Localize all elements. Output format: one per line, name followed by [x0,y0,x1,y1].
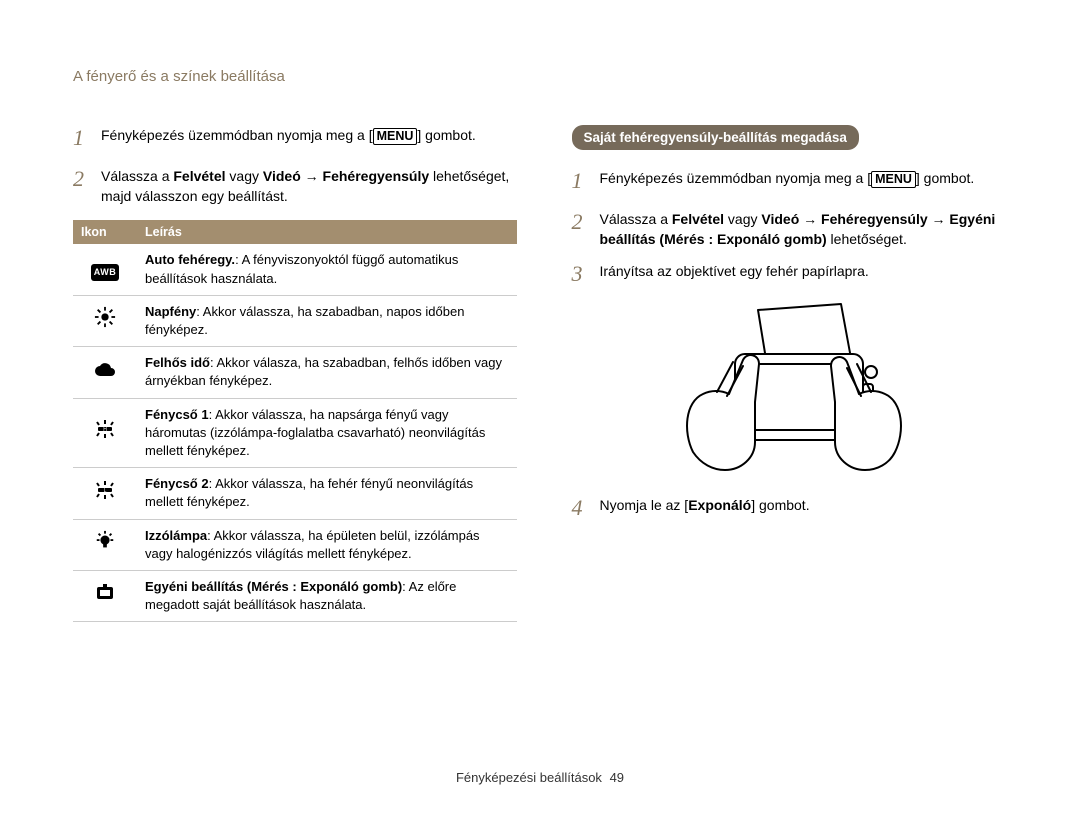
right-column: Saját fehéregyensúly-beállítás megadása … [572,125,1016,622]
step-number: 1 [73,122,101,154]
awb-icon: AWB [73,244,137,295]
step-number: 1 [572,165,600,197]
left-step-2: 2 Válassza a Felvétel vagy Videó → Fehér… [73,166,517,207]
step-text: Fényképezés üzemmódban nyomja meg a [MEN… [600,168,1016,188]
table-desc: Felhős idő: Akkor válasza, ha szabadban,… [137,347,517,398]
svg-text:H: H [103,427,107,433]
menu-button-label: MENU [871,171,916,188]
table-row: Felhős idő: Akkor válasza, ha szabadban,… [73,347,517,398]
hands-camera-icon [663,302,923,477]
table-desc: Auto fehéregy.: A fényviszonyoktól függő… [137,244,517,295]
right-step-1: 1 Fényképezés üzemmódban nyomja meg a [M… [572,168,1016,197]
fluor2-icon: L [73,468,137,519]
step-number: 2 [73,163,101,195]
step-text: Irányítsa az objektívet egy fehér papírl… [600,261,1016,281]
col-header-desc: Leírás [137,220,517,244]
bulb-icon [73,519,137,570]
table-desc: Egyéni beállítás (Mérés : Exponáló gomb)… [137,570,517,621]
table-desc: Fénycső 2: Akkor válassza, ha fehér fény… [137,468,517,519]
menu-button-label: MENU [373,128,418,145]
table-row: AWBAuto fehéregy.: A fényviszonyoktól fü… [73,244,517,295]
right-step-3: 3 Irányítsa az objektívet egy fehér papí… [572,261,1016,290]
step-number: 4 [572,492,600,524]
left-column: 1 Fényképezés üzemmódban nyomja meg a [M… [73,125,517,622]
table-row: Napfény: Akkor válassza, ha szabadban, n… [73,295,517,346]
table-row: L Fénycső 2: Akkor válassza, ha fehér fén… [73,468,517,519]
step-number: 3 [572,258,600,290]
camera-illustration [572,302,1016,477]
table-row: Egyéni beállítás (Mérés : Exponáló gomb)… [73,570,517,621]
right-step-4: 4 Nyomja le az [Exponáló] gombot. [572,495,1016,524]
table-desc: Napfény: Akkor válassza, ha szabadban, n… [137,295,517,346]
fluor1-icon: H [73,398,137,468]
page-header: A fényerő és a színek beállítása [73,68,1015,85]
custom-icon [73,570,137,621]
page-number: 49 [610,770,624,785]
table-desc: Fénycső 1: Akkor válassza, ha napsárga f… [137,398,517,468]
right-step-2: 2 Válassza a Felvétel vagy Videó → Fehér… [572,209,1016,250]
white-balance-table: Ikon Leírás AWBAuto fehéregy.: A fényvis… [73,220,517,622]
col-header-icon: Ikon [73,220,137,244]
page-footer: Fényképezési beállítások 49 [0,770,1080,785]
step-text: Fényképezés üzemmódban nyomja meg a [MEN… [101,125,517,145]
step-text: Nyomja le az [Exponáló] gombot. [600,495,1016,515]
step-number: 2 [572,206,600,238]
step-text: Válassza a Felvétel vagy Videó → Fehéreg… [600,209,1016,250]
table-desc: Izzólámpa: Akkor válassza, ha épületen b… [137,519,517,570]
section-pill: Saját fehéregyensúly-beállítás megadása [572,125,859,150]
table-row: H Fénycső 1: Akkor válassza, ha napsárga … [73,398,517,468]
table-row: Izzólámpa: Akkor válassza, ha épületen b… [73,519,517,570]
svg-text:L: L [104,488,107,494]
left-step-1: 1 Fényképezés üzemmódban nyomja meg a [M… [73,125,517,154]
step-text: Válassza a Felvétel vagy Videó → Fehéreg… [101,166,517,207]
footer-label: Fényképezési beállítások [456,770,602,785]
sun-icon [73,295,137,346]
cloud-icon [73,347,137,398]
